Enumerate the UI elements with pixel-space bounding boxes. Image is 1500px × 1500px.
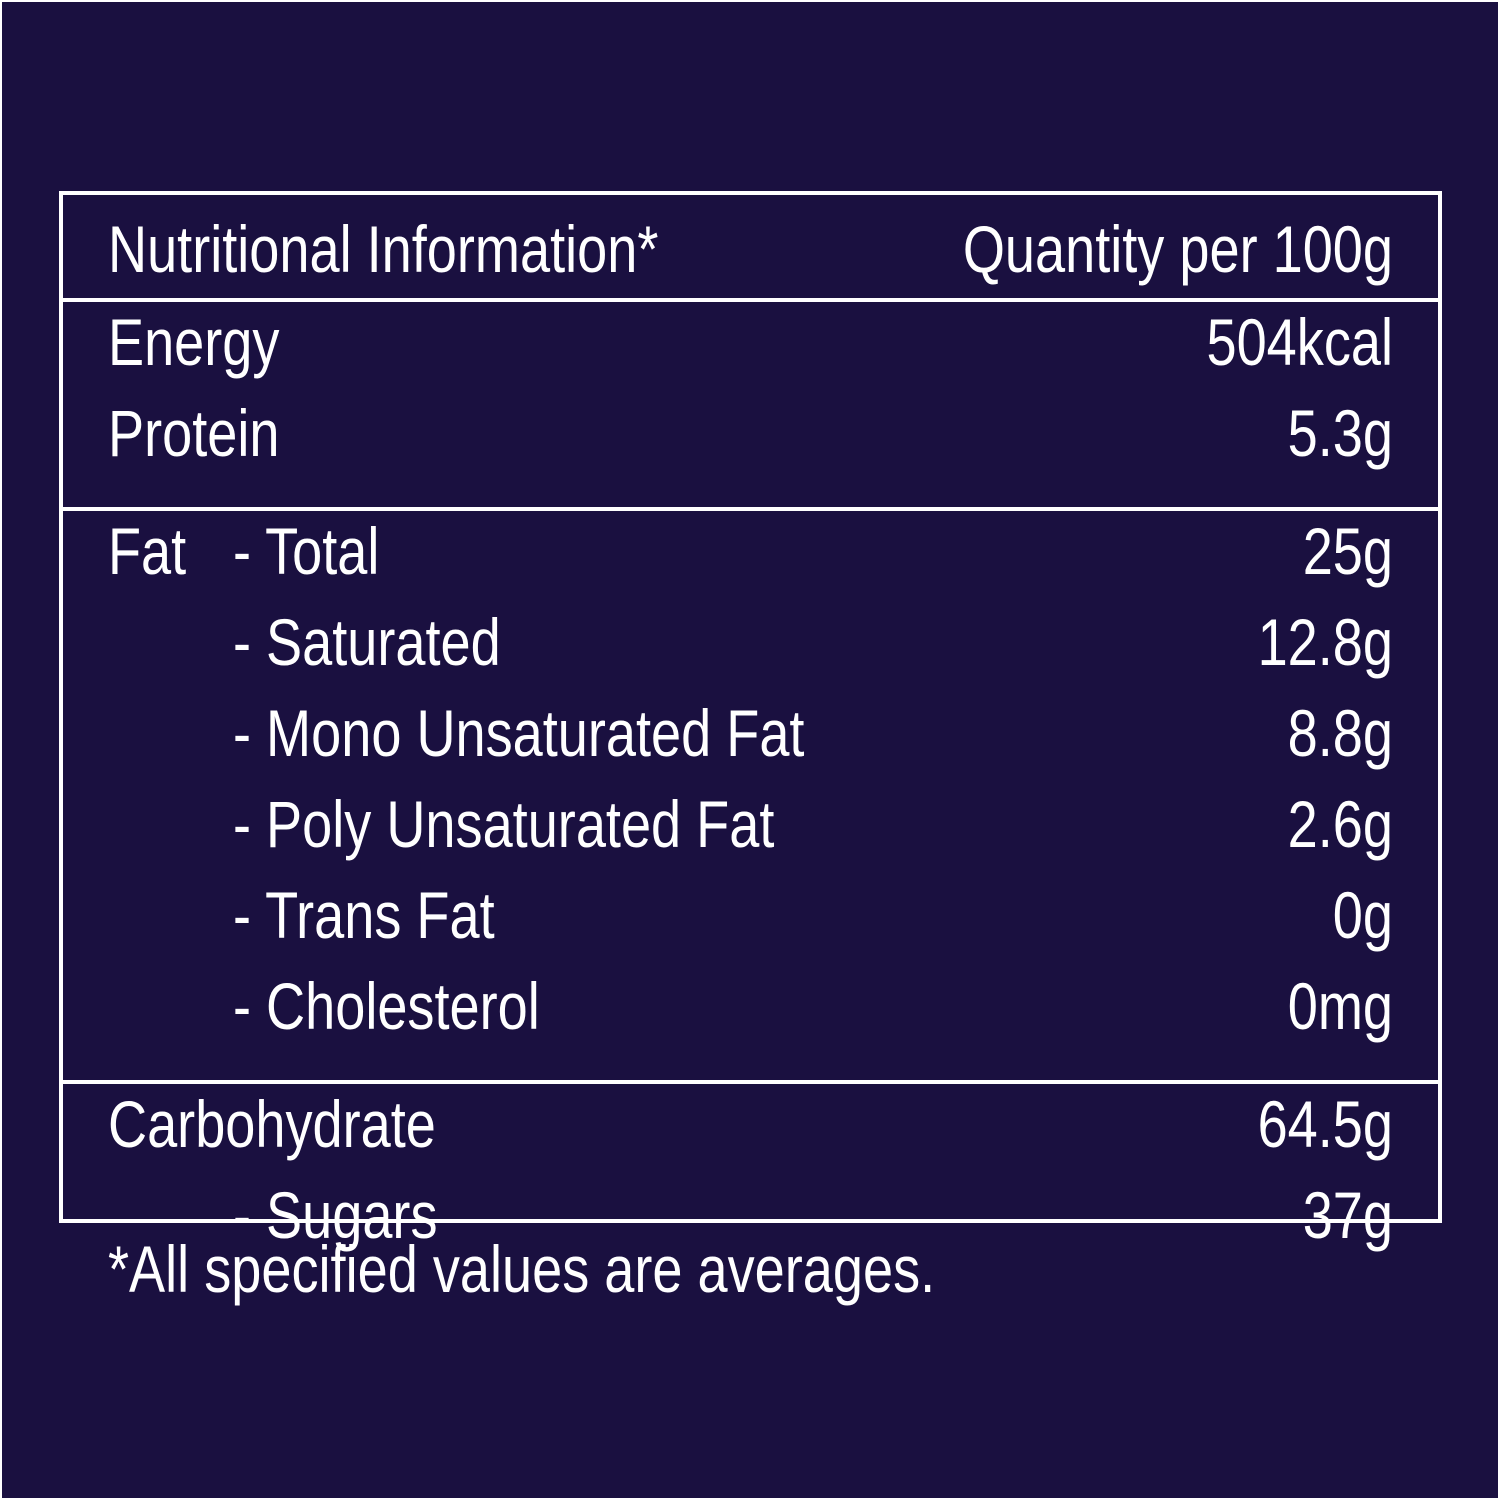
table-border — [59, 191, 1442, 1223]
row-value: 2.6g — [1288, 787, 1393, 861]
row-sublabel: - Sugars — [233, 1178, 438, 1252]
row-label: Energy — [108, 305, 280, 379]
row-sublabel: - Trans Fat — [233, 878, 495, 952]
header-title: Nutritional Information* — [108, 212, 658, 286]
row-sublabel: - Saturated — [233, 605, 501, 679]
row-value: 8.8g — [1288, 696, 1393, 770]
row-label: Fat — [108, 514, 186, 588]
row-sublabel: - Poly Unsaturated Fat — [233, 787, 775, 861]
row-value: 504kcal — [1206, 305, 1393, 379]
footnote: *All specified values are averages. — [108, 1232, 935, 1306]
header-quantity: Quantity per 100g — [963, 212, 1393, 286]
row-value: 37g — [1303, 1178, 1393, 1252]
row-value: 5.3g — [1288, 396, 1393, 470]
row-value: 0mg — [1288, 969, 1393, 1043]
row-value: 0g — [1333, 878, 1393, 952]
row-sublabel: - Total — [233, 514, 379, 588]
row-value: 25g — [1303, 514, 1393, 588]
row-value: 12.8g — [1258, 605, 1393, 679]
row-sublabel: - Cholesterol — [233, 969, 540, 1043]
row-value: 64.5g — [1258, 1087, 1393, 1161]
row-label: Carbohydrate — [108, 1087, 436, 1161]
row-sublabel: - Mono Unsaturated Fat — [233, 696, 805, 770]
row-label: Protein — [108, 396, 279, 470]
